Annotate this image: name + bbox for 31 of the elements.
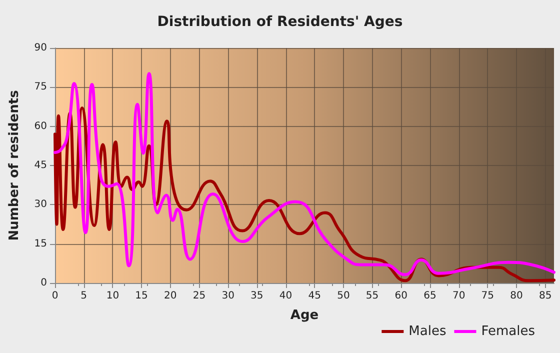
x-tick-label: 70 [452, 290, 466, 302]
x-tick-label: 5 [80, 290, 88, 302]
x-tick-label: 15 [135, 290, 148, 302]
x-tick-label: 45 [308, 290, 321, 302]
x-tick-label: 50 [337, 290, 350, 302]
y-tick-label: 75 [34, 82, 47, 93]
y-axis-title: Number of residents [7, 90, 22, 241]
y-tick-label: 60 [34, 120, 47, 132]
x-tick-label: 55 [366, 290, 379, 302]
x-tick-label: 85 [538, 290, 552, 302]
y-tick-label: 45 [34, 160, 47, 171]
x-tick-label: 35 [250, 290, 264, 302]
x-tick-label: 25 [192, 290, 206, 302]
x-axis-title: Age [290, 308, 319, 323]
x-tick-label: 60 [394, 290, 408, 302]
y-tick-label: 90 [34, 42, 47, 54]
x-tick-label: 75 [481, 290, 494, 302]
x-tick-label: 40 [279, 290, 292, 302]
x-tick-label: 20 [164, 290, 177, 302]
y-tick-label: 0 [40, 278, 47, 288]
legend-label: Males [408, 324, 446, 339]
x-tick-label: 30 [222, 290, 234, 302]
y-tick-label: 30 [34, 199, 47, 210]
y-tick-label: 15 [34, 238, 47, 250]
line-series [54, 72, 556, 276]
x-tick-label: 80 [510, 290, 523, 302]
x-tick-label: 65 [424, 290, 436, 302]
legend-label: Females [481, 324, 536, 339]
x-tick-label: 0 [52, 290, 58, 302]
x-tick-label: 10 [106, 290, 120, 302]
chart-title: Distribution of Residents' Ages [157, 14, 403, 30]
